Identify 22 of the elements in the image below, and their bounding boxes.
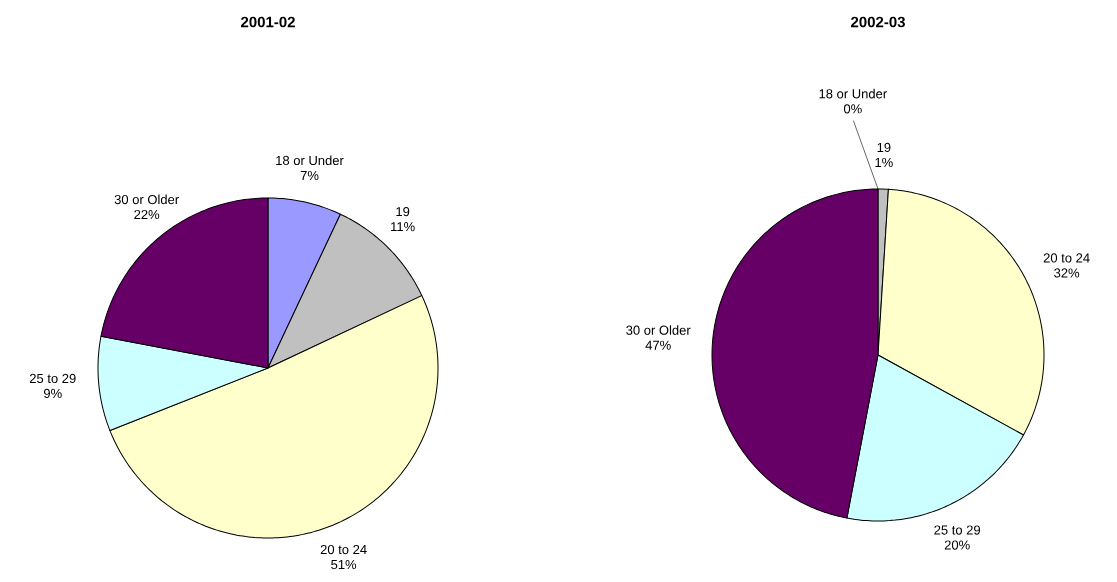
slice-label: 20 to 24 (1043, 253, 1090, 263)
data-label: 32% (1054, 268, 1080, 278)
chart-title: 2001-02 (241, 16, 295, 28)
data-label: 47% (645, 340, 671, 350)
data-label: 11% (391, 222, 415, 232)
data-label: 1% (875, 157, 893, 167)
data-label: 9% (43, 388, 62, 399)
slice-label: 30 or Older (626, 325, 691, 335)
data-label: 22% (134, 209, 160, 220)
slice-label: 19 (877, 142, 891, 153)
slice-label: 30 or Older (114, 194, 179, 205)
slice-label: 25 to 29 (29, 373, 76, 384)
slice-label: 20 to 24 (320, 544, 367, 555)
category-label: 18 or Under (819, 88, 887, 99)
slice-label: 19 (396, 207, 410, 217)
slice-label: 25 to 29 (934, 525, 981, 535)
data-label: 20% (944, 540, 970, 550)
text: 0% (843, 104, 862, 114)
data-label: 51% (331, 560, 357, 570)
chart-title: 2002-03 (851, 16, 905, 28)
data-label: 7% (300, 170, 319, 180)
slice-label: 18 or Under (276, 155, 344, 166)
